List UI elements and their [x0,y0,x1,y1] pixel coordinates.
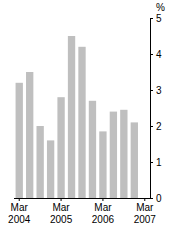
y-tick: 3 [150,85,162,96]
x-tick-mark [102,198,103,201]
bar [131,122,138,198]
bar [89,101,96,198]
bar [47,140,54,198]
x-tick: Mar2006 [92,198,115,225]
y-tick-label: 2 [156,121,162,132]
y-tick-label: 5 [156,13,162,24]
y-axis-line [150,18,151,198]
x-tick-mark [19,198,20,201]
x-axis: Mar2004 Mar2005 Mar2006 Mar2007 [8,198,156,225]
x-tick-label: Mar2006 [92,202,115,225]
y-axis-label: % [156,2,165,13]
y-tick-mark [150,54,153,55]
x-tick: Mar2007 [134,198,157,225]
y-tick-mark [150,126,153,127]
y-tick-mark [150,90,153,91]
x-tick: Mar2005 [50,198,73,225]
y-tick-label: 0 [156,193,162,204]
chart: Mar2004 Mar2005 Mar2006 Mar20070 1 2 3 4 5% [0,0,181,231]
x-tick-label: Mar2005 [50,202,73,225]
bar [57,97,64,198]
bar [68,36,75,198]
y-tick: 4 [150,49,162,60]
bar [16,83,23,198]
y-tick: 5 [150,13,162,24]
y-tick-mark [150,162,153,163]
y-tick-label: 1 [156,157,162,168]
bar [36,126,43,198]
x-tick-label: Mar2007 [134,202,157,225]
y-tick-label: 3 [156,85,162,96]
y-tick: 1 [150,157,162,168]
x-tick-mark [144,198,145,201]
x-tick: Mar2004 [8,198,31,225]
bars [16,36,138,198]
y-axis: 0 1 2 3 4 5 [150,13,162,204]
y-tick: 0 [150,193,162,204]
x-axis-line [14,198,150,199]
y-tick-mark [150,198,153,199]
y-tick: 2 [150,121,162,132]
bar [26,72,33,198]
bar [120,110,127,198]
x-tick-label: Mar2004 [8,202,31,225]
bar [78,47,85,198]
bar [99,131,106,198]
y-tick-mark [150,18,153,19]
y-tick-label: 4 [156,49,162,60]
x-tick-mark [61,198,62,201]
bar [110,112,117,198]
